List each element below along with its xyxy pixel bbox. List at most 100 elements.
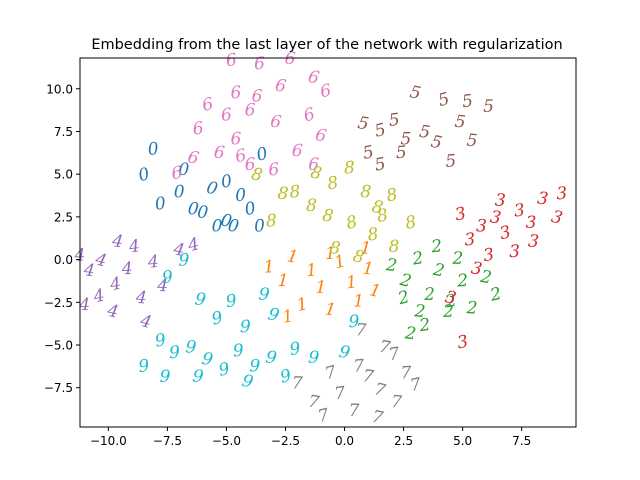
x-tick-label: −5.0 bbox=[212, 434, 241, 448]
digit-8-point: 8 bbox=[266, 211, 278, 231]
digit-0-point: 0 bbox=[178, 160, 190, 180]
digit-1-point: 1 bbox=[367, 280, 382, 302]
digit-3-point: 3 bbox=[476, 216, 488, 236]
digit-5-point: 5 bbox=[373, 154, 387, 176]
digit-8-point: 8 bbox=[328, 238, 341, 259]
digit-3-point: 3 bbox=[556, 184, 568, 205]
digit-3-point: 3 bbox=[482, 245, 496, 266]
y-tick-label: 5.0 bbox=[54, 168, 73, 182]
digit-0-point: 0 bbox=[220, 171, 234, 193]
digit-1-point: 1 bbox=[345, 272, 359, 293]
digit-6-point: 6 bbox=[191, 118, 205, 139]
digit-9-point: 9 bbox=[337, 342, 352, 364]
digit-8-point: 8 bbox=[250, 164, 265, 186]
digit-0-point: 0 bbox=[235, 185, 247, 206]
digit-6-point: 6 bbox=[308, 155, 320, 175]
digit-1-point: 1 bbox=[281, 306, 295, 328]
chart-title: Embedding from the last layer of the net… bbox=[91, 37, 562, 53]
digit-2-point: 2 bbox=[443, 291, 458, 313]
digit-9-point: 9 bbox=[153, 330, 167, 352]
digit-6-point: 6 bbox=[186, 147, 201, 169]
x-tick-label: −10.0 bbox=[90, 434, 127, 448]
x-tick-label: 0.0 bbox=[335, 434, 354, 448]
digit-5-point: 5 bbox=[373, 120, 388, 142]
digit-0-point: 0 bbox=[226, 216, 240, 237]
digit-0-point: 0 bbox=[205, 178, 220, 200]
digit-2-point: 2 bbox=[478, 267, 493, 289]
digit-5-point: 5 bbox=[408, 82, 422, 104]
digit-4-point: 4 bbox=[137, 311, 153, 333]
digit-4-point: 4 bbox=[91, 286, 107, 308]
digit-6-point: 6 bbox=[306, 67, 321, 89]
digit-6-point: 6 bbox=[230, 83, 242, 104]
digit-5-point: 5 bbox=[388, 110, 401, 131]
digit-2-point: 2 bbox=[395, 287, 412, 309]
digit-7-point: 7 bbox=[333, 383, 346, 404]
digit-9-point: 9 bbox=[200, 349, 215, 371]
x-axis: −10.0 −7.5 −5.0 −2.5 0.0 2.5 5.0 7.5 bbox=[90, 427, 531, 448]
digit-9-point: 9 bbox=[258, 284, 271, 305]
digit-2-point: 2 bbox=[456, 271, 469, 292]
digit-2-point: 2 bbox=[442, 302, 454, 322]
digit-2-point: 2 bbox=[423, 285, 436, 305]
digit-6-point: 6 bbox=[200, 94, 215, 116]
digit-6-point: 6 bbox=[244, 100, 255, 120]
digit-6-point: 6 bbox=[269, 112, 283, 133]
digit-8-point: 8 bbox=[277, 184, 290, 205]
x-tick-label: 2.5 bbox=[394, 434, 413, 448]
digit-8-point: 8 bbox=[360, 182, 372, 203]
digit-8-point: 8 bbox=[343, 158, 355, 179]
digit-0-point: 0 bbox=[253, 216, 266, 237]
digit-4-point: 4 bbox=[171, 239, 186, 261]
digit-7-point: 7 bbox=[323, 362, 339, 384]
digit-0-point: 0 bbox=[147, 139, 160, 160]
digit-9-point: 9 bbox=[249, 356, 261, 376]
y-tick-label: −5.0 bbox=[44, 339, 73, 353]
digit-2-point: 2 bbox=[384, 255, 398, 276]
digit-8-point: 8 bbox=[321, 205, 335, 226]
digit-7-point: 7 bbox=[292, 373, 304, 393]
digit-1-point: 1 bbox=[325, 244, 337, 265]
digit-5-point: 5 bbox=[483, 97, 494, 117]
digit-9-point: 9 bbox=[288, 339, 302, 360]
digit-9-point: 9 bbox=[217, 359, 232, 381]
digit-1-point: 1 bbox=[285, 246, 299, 268]
digit-4-point: 4 bbox=[146, 252, 160, 273]
digit-7-point: 7 bbox=[387, 344, 401, 365]
digit-1-point: 1 bbox=[362, 259, 375, 280]
digit-4-point: 4 bbox=[120, 259, 133, 280]
digit-4-point: 4 bbox=[108, 274, 123, 296]
digit-4-point: 4 bbox=[105, 301, 120, 323]
x-tick-label: −2.5 bbox=[271, 434, 300, 448]
digit-5-point: 5 bbox=[429, 132, 444, 154]
digit-8-point: 8 bbox=[351, 246, 367, 268]
digit-9-point: 9 bbox=[161, 267, 174, 288]
digit-0-point: 0 bbox=[219, 210, 234, 232]
digit-3-point: 3 bbox=[464, 230, 477, 251]
digit-4-point: 4 bbox=[110, 231, 124, 252]
digit-3-point: 3 bbox=[489, 207, 503, 228]
digit-6-point: 6 bbox=[251, 86, 263, 107]
digit-7-point: 7 bbox=[353, 356, 365, 377]
digit-8-point: 8 bbox=[326, 173, 340, 195]
digit-4-point: 4 bbox=[78, 295, 90, 315]
digit-5-point: 5 bbox=[356, 113, 370, 135]
digit-6-point: 6 bbox=[284, 49, 297, 70]
digit-9-point: 9 bbox=[137, 356, 150, 377]
digit-7-point: 7 bbox=[316, 405, 331, 427]
digit-9-point: 9 bbox=[225, 291, 239, 312]
x-tick-label: −7.5 bbox=[153, 434, 182, 448]
digit-4-point: 4 bbox=[134, 288, 147, 309]
digit-2-point: 2 bbox=[417, 315, 431, 336]
digit-8-point: 8 bbox=[306, 196, 318, 216]
y-axis: −7.5 −5.0 −2.5 0.0 2.5 5.0 7.5 10.0 bbox=[44, 82, 80, 395]
digit-7-point: 7 bbox=[361, 366, 374, 387]
digit-9-point: 9 bbox=[194, 289, 208, 310]
digit-1-point: 1 bbox=[315, 278, 326, 298]
digit-6-point: 6 bbox=[302, 104, 318, 126]
digit-5-point: 5 bbox=[436, 89, 452, 111]
digit-4-point: 4 bbox=[185, 234, 201, 256]
digit-2-point: 2 bbox=[487, 284, 503, 306]
digit-9-point: 9 bbox=[240, 317, 251, 337]
